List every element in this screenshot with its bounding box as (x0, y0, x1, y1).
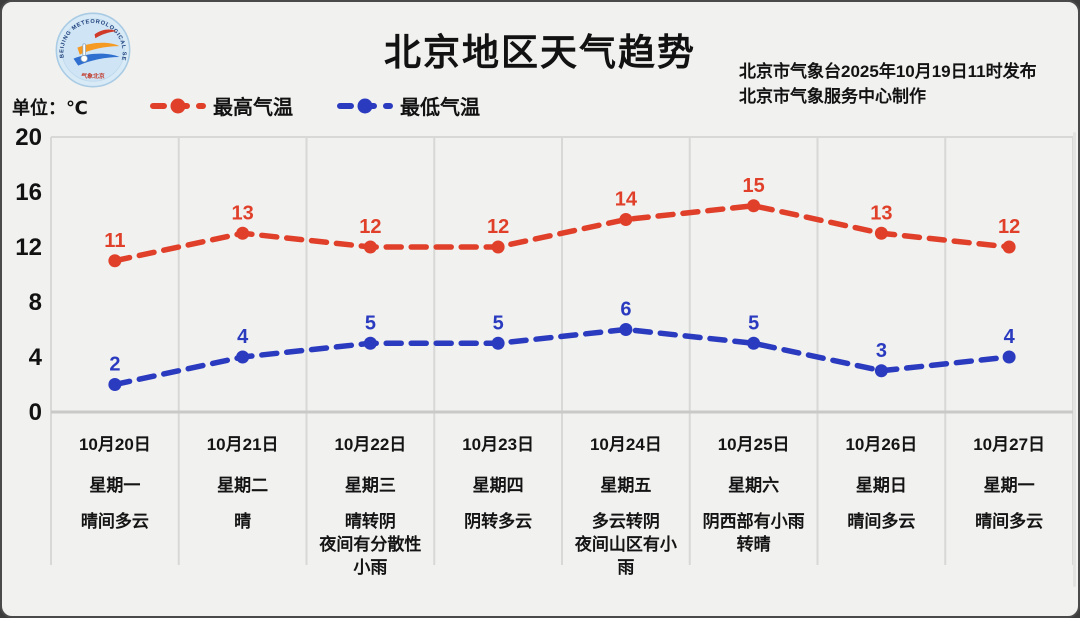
beijing-meteorological-service-logo-icon: BEIJING METEOROLOGICAL SERVICE 气象北京 (54, 10, 131, 88)
data-point (363, 240, 377, 254)
data-point-label: 14 (615, 189, 638, 211)
y-axis-tick-label: 20 (15, 124, 42, 151)
producer-text: 北京市气象服务中心制作 (739, 87, 926, 106)
day-weather-label: 晴间多云 (847, 512, 916, 531)
day-weather-label: 晴间多云 (975, 512, 1044, 531)
data-point (491, 336, 505, 350)
day-column: 10月23日 星期四阴转多云 (434, 416, 562, 579)
issue-info: 北京市气象台2025年10月19日11时发布 北京市气象服务中心制作 (739, 59, 1037, 109)
day-date-label: 10月23日 (462, 435, 535, 454)
day-column: 10月27日 星期一晴间多云 (945, 416, 1073, 579)
day-date-label: 10月27日 (973, 435, 1046, 454)
day-weekday-label: 星期日 (855, 476, 907, 495)
data-point (747, 336, 761, 350)
data-point (747, 199, 761, 213)
data-point-label: 4 (1004, 326, 1016, 348)
legend-label: 最高气温 (213, 97, 293, 119)
day-weekday-label: 星期一 (983, 476, 1035, 495)
day-weekday-label: 星期二 (217, 476, 269, 495)
day-weather-label: 晴转阴 夜间有分散性 小雨 (319, 512, 422, 577)
data-point-label: 12 (487, 216, 509, 238)
data-point (108, 254, 122, 268)
legend-label: 最低气温 (400, 97, 480, 119)
day-date-label: 10月26日 (845, 435, 918, 454)
scrollbar-track[interactable] (1073, 132, 1076, 587)
data-point-label: 5 (748, 312, 759, 334)
legend-marker-icon (150, 98, 206, 113)
data-point-label: 13 (870, 202, 892, 224)
data-point (619, 213, 633, 226)
data-point-label: 5 (493, 312, 504, 334)
day-weekday-label: 星期四 (472, 476, 524, 495)
data-point (236, 226, 250, 240)
data-point-label: 6 (620, 299, 631, 321)
day-column: 10月20日 星期一晴间多云 (51, 416, 179, 579)
series-line-low (112, 326, 1012, 388)
y-axis-tick-label: 0 (29, 399, 42, 426)
y-axis-tick-label: 8 (29, 289, 42, 316)
day-weather-label: 晴间多云 (80, 512, 149, 531)
data-point (874, 226, 888, 240)
day-weather-label: 阴西部有小雨 转晴 (702, 512, 805, 554)
day-weekday-label: 星期一 (89, 476, 141, 495)
day-weather-label: 多云转阴 夜间山区有小雨 (574, 512, 677, 577)
data-point (236, 350, 250, 364)
day-weather-label: 阴转多云 (464, 512, 533, 531)
series-line-high (112, 202, 1012, 264)
data-point (619, 323, 633, 336)
page-title: 北京地区天气趋势 (384, 32, 696, 73)
data-point-label: 12 (998, 216, 1020, 238)
day-date-label: 10月25日 (717, 435, 790, 454)
legend-item: 最高气温 (150, 91, 293, 120)
data-point-label: 15 (743, 175, 765, 197)
y-axis-tick-label: 12 (15, 234, 42, 261)
day-weather-label: 晴 (234, 512, 252, 531)
y-axis-tick-label: 4 (29, 344, 43, 371)
data-point-label: 2 (109, 354, 120, 376)
day-date-label: 10月24日 (589, 435, 662, 454)
data-point-label: 3 (876, 340, 887, 362)
data-point-label: 4 (237, 326, 249, 348)
legend-item: 最低气温 (337, 91, 480, 120)
day-column: 10月24日 星期五多云转阴 夜间山区有小雨 (562, 416, 690, 579)
y-axis-tick-label: 16 (15, 179, 42, 206)
day-column: 10月26日 星期日晴间多云 (818, 416, 946, 579)
data-point (1002, 350, 1016, 364)
day-weekday-label: 星期三 (344, 476, 396, 495)
day-weekday-label: 星期六 (728, 476, 780, 495)
svg-text:气象北京: 气象北京 (80, 72, 105, 80)
data-point-label: 12 (359, 216, 381, 238)
data-point (874, 364, 888, 378)
unit-label: 单位：℃ (12, 98, 88, 118)
day-date-label: 10月22日 (334, 435, 407, 454)
day-date-label: 10月21日 (206, 435, 279, 454)
x-axis-day-labels: 10月20日 星期一 晴间多云 10月21日 星期二晴 10月22日 星期三 晴转阴 夜间有分散… (51, 416, 1073, 579)
day-weekday-label: 星期五 (600, 476, 652, 495)
data-point-label: 13 (232, 202, 254, 224)
day-column: 10月21日 星期二晴 (179, 416, 307, 579)
legend-marker-icon (337, 98, 393, 113)
data-point (108, 378, 122, 391)
day-column: 10月25日 星期六阴西部有小雨 转晴 (690, 416, 818, 579)
data-point (491, 240, 505, 254)
data-point-label: 11 (104, 230, 125, 252)
chart-legend: 最高气温 最低气温 (150, 91, 480, 120)
issue-time-text: 北京市气象台2025年10月19日11时发布 (739, 62, 1037, 81)
day-date-label: 10月20日 (78, 435, 151, 454)
day-column: 10月22日 星期三晴转阴 夜间有分散性 小雨 (307, 416, 435, 579)
data-point (1002, 240, 1016, 254)
data-point (363, 336, 377, 350)
data-point-label: 5 (365, 312, 376, 334)
